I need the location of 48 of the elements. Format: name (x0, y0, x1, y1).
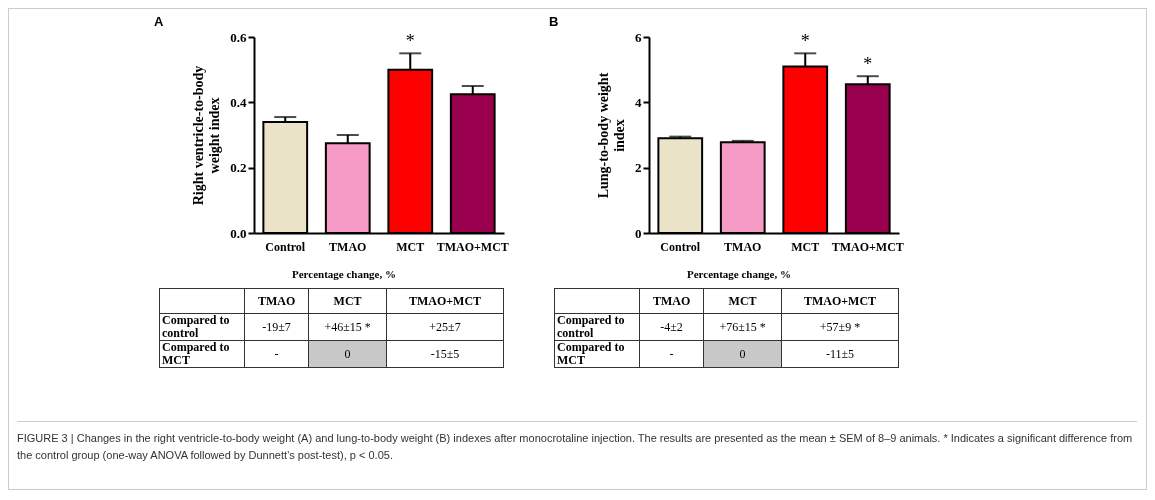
text: Compared to control (554, 313, 640, 341)
text: TMAO+MCT (781, 288, 899, 314)
text: -4±2 (639, 313, 704, 341)
text: +46±15 * (308, 313, 387, 341)
text: +25±7 (386, 313, 504, 341)
text: 0 (308, 340, 387, 368)
y-axis-title: Lung-to-body weight index (596, 72, 627, 199)
caption: FIGURE 3 | Changes in the right ventricle-to-body weight (A) and lung-to-body weight (B) indexes after monocrotaline injection. The results are presented as the mean ± SEM of 8–9 animals. * Indicates a significant difference from the control group (one-way ANOVA followed by Dunnett’s post-test), p < 0.05. (17, 431, 1134, 463)
y-tick-label: 0.6 (230, 29, 247, 45)
y-tick-label: 0.2 (230, 160, 247, 176)
text: Percentage change, % (686, 268, 792, 280)
text: -15±5 (386, 340, 504, 368)
x-tick-label: Control (660, 239, 701, 254)
y-tick-label: 6 (635, 29, 642, 45)
text: MCT (703, 288, 782, 314)
text: Compared to MCT (554, 340, 640, 368)
x-tick-label: TMAO+MCT (436, 239, 509, 254)
text: +76±15 * (703, 313, 782, 341)
text: TMAO (639, 288, 704, 314)
annotation: * (800, 31, 810, 52)
text: - (244, 340, 309, 368)
annotation: * (405, 31, 415, 52)
text: MCT (308, 288, 387, 314)
text: Percentage change, % (291, 268, 397, 280)
text: Compared to MCT (159, 340, 245, 368)
text: 0 (703, 340, 782, 368)
x-tick-label: MCT (791, 239, 820, 254)
text: TMAO+MCT (386, 288, 504, 314)
text: - (639, 340, 704, 368)
text: Compared to control (159, 313, 245, 341)
annotation: * (863, 54, 873, 75)
y-tick-label: 4 (635, 94, 642, 110)
x-tick-label: TMAO (329, 239, 367, 254)
chart-title: A (154, 14, 164, 29)
y-tick-label: 0.4 (230, 94, 247, 110)
x-tick-label: MCT (396, 239, 425, 254)
y-tick-label: 2 (635, 160, 642, 176)
x-tick-label: Control (265, 239, 306, 254)
x-tick-label: TMAO (724, 239, 762, 254)
y-axis-title: Right ventricle-to-body weight index (191, 65, 223, 206)
text: TMAO (244, 288, 309, 314)
chart-title: B (549, 14, 559, 29)
text: -19±7 (244, 313, 309, 341)
y-tick-label: 0 (635, 225, 642, 241)
text: -11±5 (781, 340, 899, 368)
x-tick-label: TMAO+MCT (831, 239, 904, 254)
y-tick-label: 0.0 (230, 225, 247, 241)
text: +57±9 * (781, 313, 899, 341)
